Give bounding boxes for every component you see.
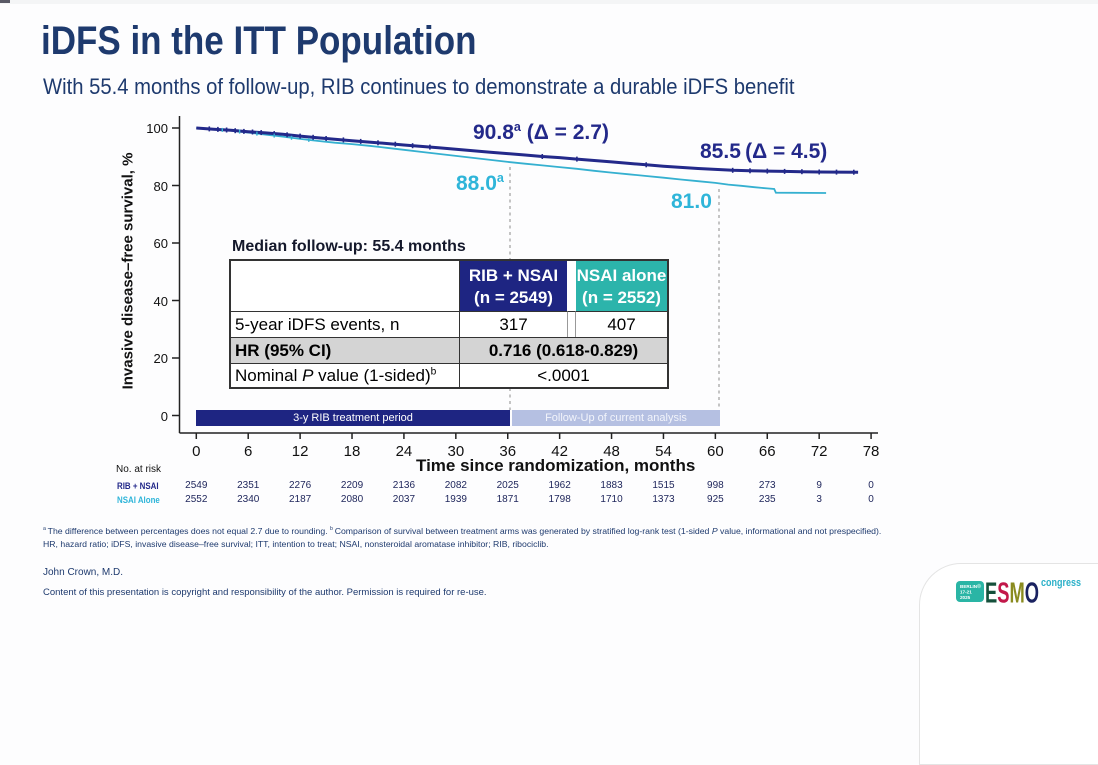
svg-text:2025: 2025 xyxy=(960,595,971,600)
svg-text:BERLIN: BERLIN xyxy=(960,584,978,589)
svg-text:congress: congress xyxy=(1041,577,1081,589)
svg-text:17-21: 17-21 xyxy=(960,590,972,595)
svg-text:ESMO: ESMO xyxy=(985,578,1039,610)
